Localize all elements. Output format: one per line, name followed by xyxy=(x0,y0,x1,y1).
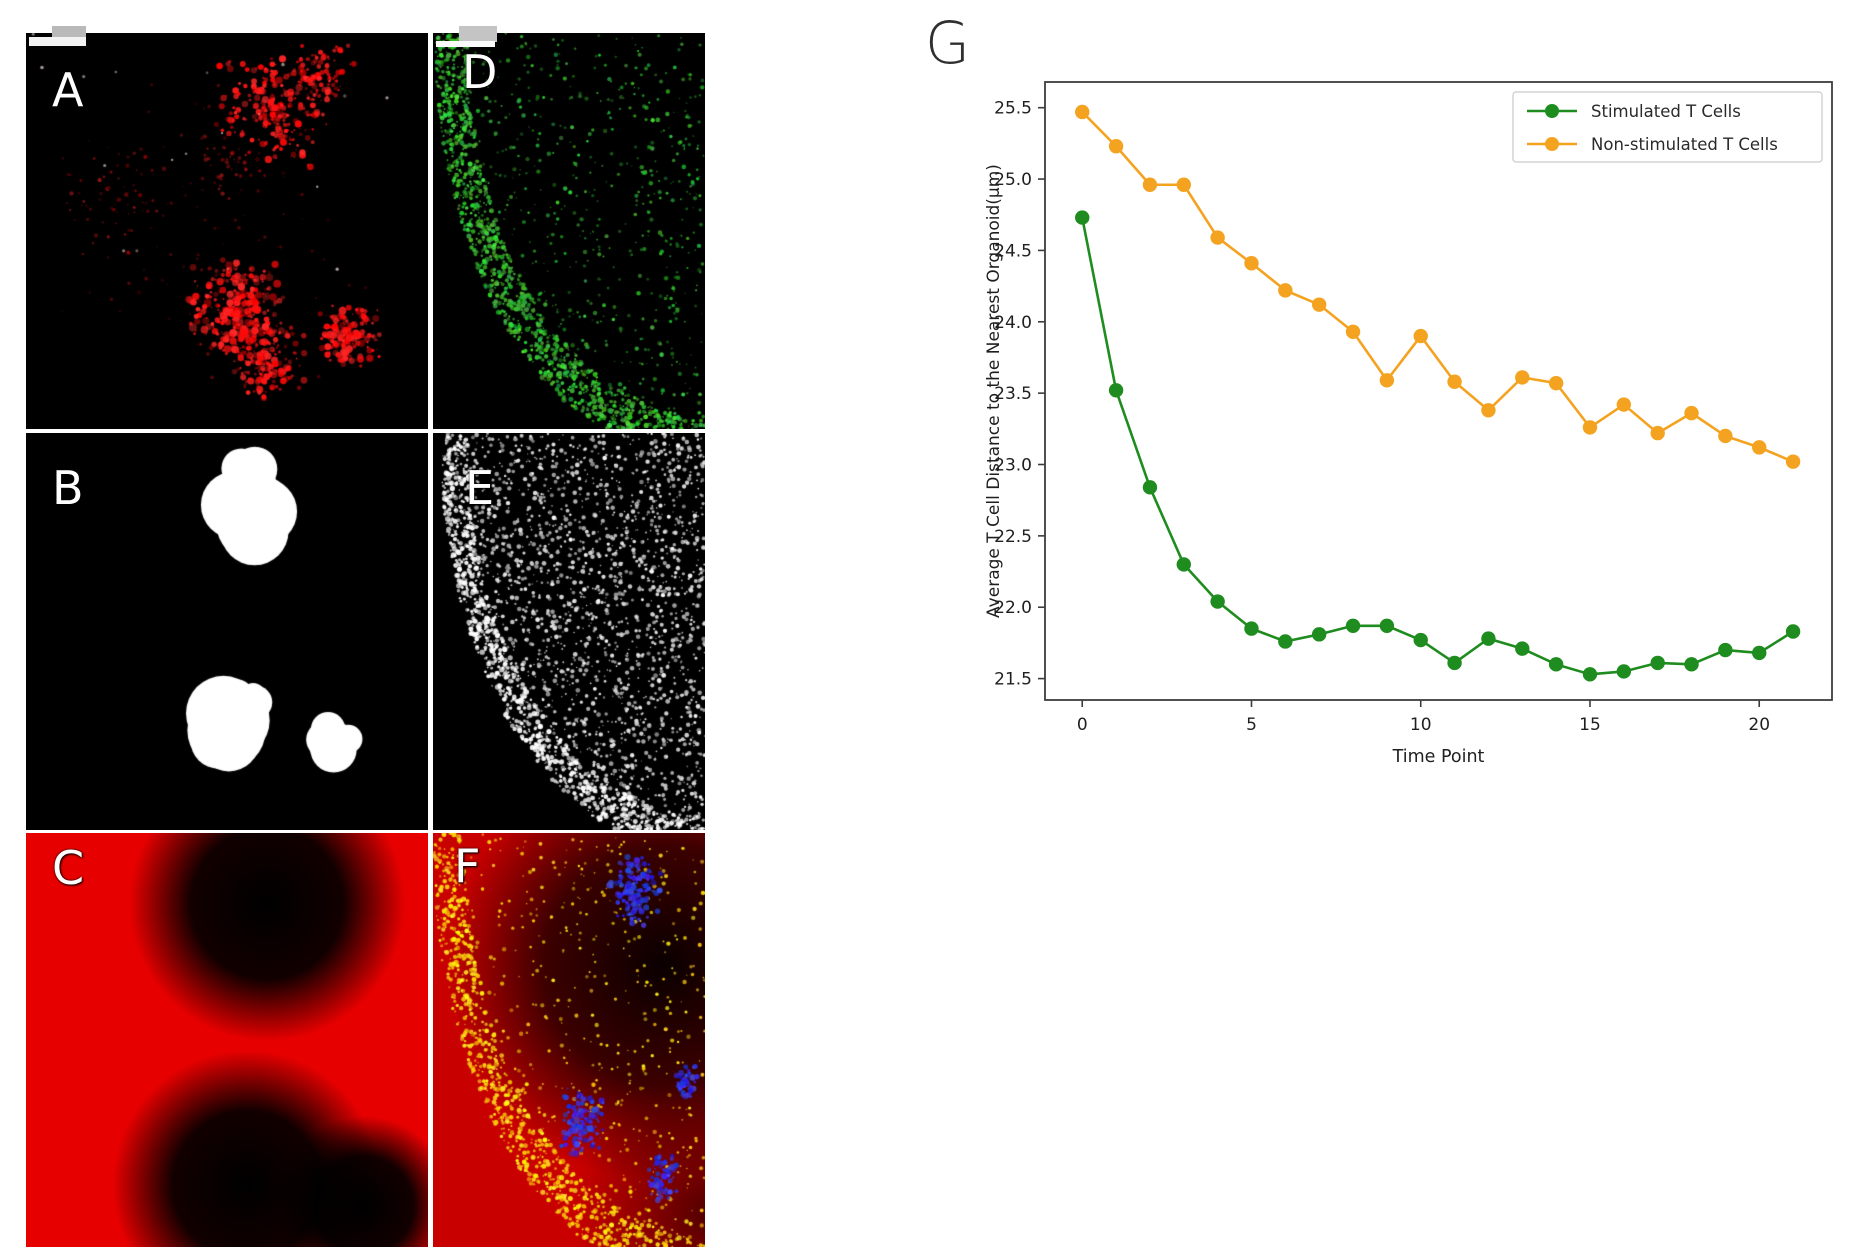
scale-bar-gray-a xyxy=(52,26,86,40)
series-marker-1 xyxy=(1548,375,1564,391)
series-marker-1 xyxy=(1481,403,1496,418)
panel-a-image xyxy=(26,33,428,429)
series-marker-0 xyxy=(1413,632,1428,648)
series-marker-0 xyxy=(1616,664,1632,679)
legend-label: Non-stimulated T Cells xyxy=(1591,135,1778,154)
series-marker-0 xyxy=(1108,383,1124,398)
x-tick-label: 5 xyxy=(1246,715,1257,735)
panel-d-label: D xyxy=(462,45,498,99)
series-marker-1 xyxy=(1684,405,1699,421)
panel-c-image xyxy=(26,833,428,1247)
panel-f-image xyxy=(433,833,705,1247)
panel-d-green-fluorescence: D xyxy=(433,33,705,429)
series-marker-0 xyxy=(1582,667,1598,682)
series-marker-0 xyxy=(1311,627,1327,642)
panel-c-label: C xyxy=(52,841,85,895)
panel-f-composite-overlay: F xyxy=(433,833,705,1247)
panel-b-image xyxy=(26,433,428,830)
scale-bar-d xyxy=(436,41,495,47)
y-tick-label: 23.0 xyxy=(994,456,1032,476)
series-marker-1 xyxy=(1718,428,1733,444)
y-tick-label: 21.5 xyxy=(994,670,1032,690)
series-marker-0 xyxy=(1447,655,1462,671)
series-marker-1 xyxy=(1108,139,1124,154)
panel-d-image xyxy=(433,33,705,429)
series-marker-1 xyxy=(1379,373,1395,388)
series-marker-0 xyxy=(1752,645,1767,661)
series-marker-1 xyxy=(1311,297,1327,312)
series-marker-0 xyxy=(1515,641,1530,656)
series-marker-0 xyxy=(1379,618,1395,633)
y-tick-label: 24.0 xyxy=(994,313,1032,333)
panel-b-organoid-mask: B xyxy=(26,433,428,830)
legend-label: Stimulated T Cells xyxy=(1591,102,1741,121)
panel-a-label: A xyxy=(52,63,84,117)
series-marker-0 xyxy=(1718,642,1733,658)
series-marker-1 xyxy=(1142,177,1158,192)
y-tick-label: 25.5 xyxy=(994,99,1032,119)
series-marker-0 xyxy=(1075,210,1090,225)
y-tick-label: 25.0 xyxy=(994,170,1032,190)
panel-c-distance-map: C xyxy=(26,833,428,1247)
panel-e-label: E xyxy=(465,461,495,515)
series-marker-0 xyxy=(1785,624,1801,639)
series-marker-0 xyxy=(1176,557,1191,572)
panel-e-image xyxy=(433,433,705,830)
series-marker-1 xyxy=(1447,374,1462,389)
legend-marker-dot xyxy=(1545,104,1559,118)
scale-bar-a xyxy=(29,37,86,46)
legend-marker-dot xyxy=(1545,137,1559,151)
series-marker-1 xyxy=(1210,230,1225,245)
series-marker-0 xyxy=(1548,657,1564,672)
series-marker-1 xyxy=(1345,324,1361,339)
series-marker-1 xyxy=(1515,370,1530,385)
series-marker-0 xyxy=(1345,618,1361,633)
series-marker-0 xyxy=(1278,634,1293,649)
series-marker-1 xyxy=(1413,328,1428,344)
series-marker-1 xyxy=(1278,283,1293,298)
series-marker-0 xyxy=(1142,480,1158,495)
x-tick-label: 20 xyxy=(1748,715,1770,735)
x-tick-label: 10 xyxy=(1410,715,1432,735)
y-tick-label: 24.5 xyxy=(994,241,1032,261)
panel-b-label: B xyxy=(52,461,84,515)
series-marker-1 xyxy=(1244,256,1259,271)
series-line-0 xyxy=(1080,217,1794,676)
plot-border xyxy=(1044,81,1833,701)
series-marker-1 xyxy=(1752,440,1767,455)
series-marker-0 xyxy=(1650,655,1665,671)
panel-f-label: F xyxy=(454,839,481,893)
series-marker-1 xyxy=(1785,454,1801,469)
y-tick-label: 22.5 xyxy=(994,527,1032,547)
y-tick-label: 23.5 xyxy=(994,384,1032,404)
panel-a-red-fluorescence: A xyxy=(26,33,428,429)
series-marker-0 xyxy=(1684,657,1699,672)
x-tick-label: 0 xyxy=(1077,715,1088,735)
plot-background xyxy=(1045,82,1832,700)
x-tick-label: 15 xyxy=(1579,715,1601,735)
series-marker-1 xyxy=(1176,177,1191,192)
series-marker-1 xyxy=(1075,104,1090,120)
series-marker-0 xyxy=(1210,594,1225,609)
series-marker-1 xyxy=(1650,425,1665,441)
series-marker-1 xyxy=(1616,397,1632,412)
y-tick-label: 22.0 xyxy=(994,598,1032,618)
y-axis-label: Average T Cell Distance to the Nearest O… xyxy=(984,164,1004,618)
legend-box xyxy=(1512,91,1823,163)
series-marker-0 xyxy=(1244,621,1259,636)
panel-e-tcell-specks: E xyxy=(433,433,705,830)
series-marker-1 xyxy=(1582,420,1598,435)
x-axis-label: Time Point xyxy=(1392,747,1485,767)
series-line-1 xyxy=(1081,111,1794,463)
panel-g-label: G xyxy=(925,9,970,77)
scale-bar-gray-d xyxy=(459,26,497,42)
series-marker-0 xyxy=(1481,631,1496,646)
